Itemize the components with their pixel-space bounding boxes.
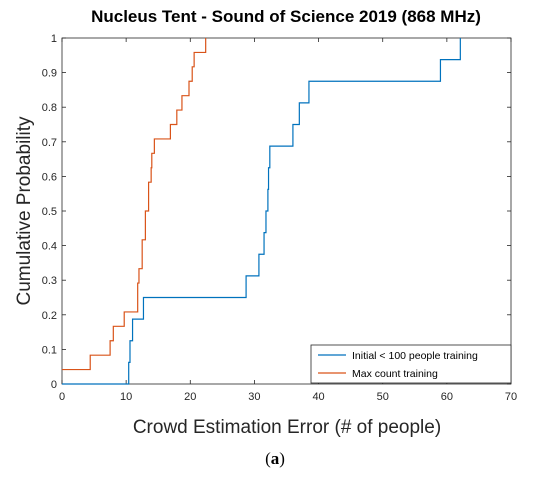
y-tick-label: 0.8 [42,102,57,114]
caption-open: ( [265,449,271,468]
x-tick-label: 30 [248,391,260,403]
legend-label-series-2: Max count training [352,368,438,380]
x-axis-label: Crowd Estimation Error (# of people) [133,417,441,438]
series-line-2 [62,38,207,371]
y-tick-label: 0.2 [42,310,57,322]
x-tick-label: 50 [377,391,389,403]
x-tick-label: 10 [120,391,132,403]
y-tick-label: 0.1 [42,344,57,356]
series-layer [62,38,461,385]
series-line-1 [62,38,461,385]
legend-box [310,344,512,384]
y-tick-label: 0 [51,379,57,391]
legend: Initial < 100 people training Max count … [310,344,512,384]
plot-frame [61,37,512,385]
tick-labels: 0 10 20 30 40 50 60 70 0 0.1 0.2 0.3 0.4 0.5 0.6 0.7 0.8… [42,33,517,403]
y-tick-label: 0.9 [42,68,57,80]
caption-close: ) [279,449,285,468]
y-tick-label: 0.7 [42,137,57,149]
y-tick-label: 0.4 [42,241,57,253]
chart: Nucleus Tent - Sound of Science 2019 (86… [14,7,517,438]
y-tick-label: 0.3 [42,275,57,287]
plot-area [61,37,512,385]
y-tick-label: 1 [51,33,57,45]
legend-label-series-1: Initial < 100 people training [352,350,478,362]
y-tick-label: 0.5 [42,206,57,218]
x-tick-label: 0 [59,391,65,403]
x-tick-label: 20 [184,391,196,403]
x-tick-label: 60 [441,391,453,403]
figure-caption: (a) [0,449,550,469]
x-tick-label: 70 [505,391,517,403]
y-tick-label: 0.6 [42,171,57,183]
caption-letter: a [270,449,280,468]
y-axis-label: Cumulative Probability [14,116,35,306]
x-tick-label: 40 [312,391,324,403]
chart-title: Nucleus Tent - Sound of Science 2019 (86… [91,7,481,26]
